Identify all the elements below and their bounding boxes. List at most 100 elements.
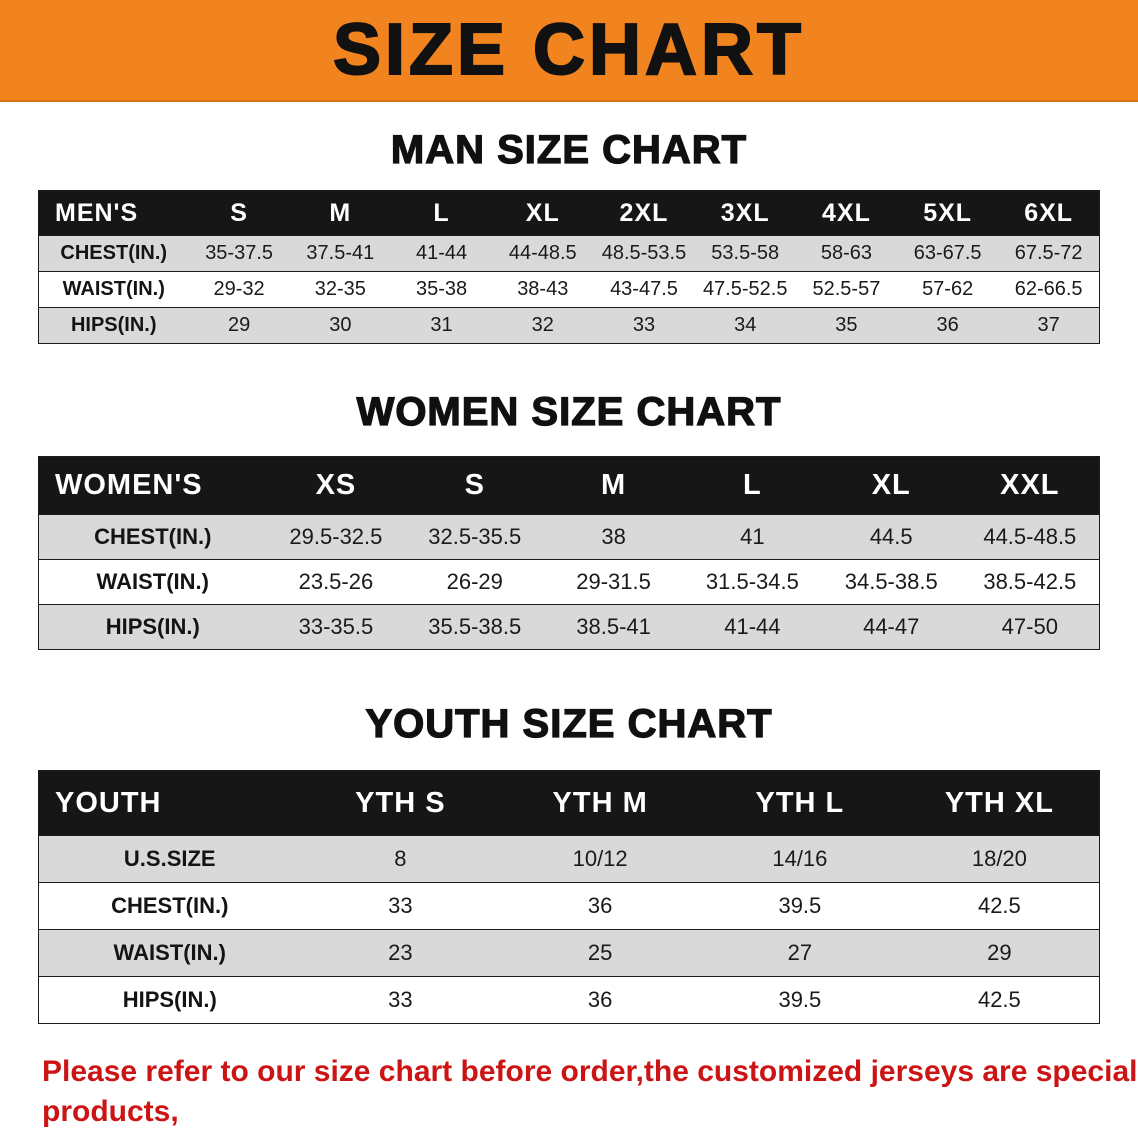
size-value-cell: 31 <box>390 307 493 344</box>
women-section-heading: WOMEN SIZE CHART <box>356 389 782 434</box>
size-value-cell: 14/16 <box>700 835 900 883</box>
size-header-cell: YTH L <box>700 770 900 836</box>
size-value-cell: 47-50 <box>960 604 1100 650</box>
size-value-cell: 44-47 <box>821 604 961 650</box>
men-section-heading: MAN SIZE CHART <box>390 127 748 172</box>
women-hips-row: HIPS(IN.) 33-35.5 35.5-38.5 38.5-41 41-4… <box>38 604 1100 650</box>
men-hips-row: HIPS(IN.) 29 30 31 32 33 34 35 36 37 <box>38 307 1100 344</box>
youth-ussize-row: U.S.SIZE 8 10/12 14/16 18/20 <box>38 835 1100 883</box>
women-size-table: WOMEN'S XS S M L XL XXL CHEST(IN.) 29.5-… <box>38 456 1100 650</box>
footer-notice: Please refer to our size chart before or… <box>42 1052 1138 1132</box>
size-value-cell: 23 <box>300 929 501 977</box>
size-value-cell: 41 <box>682 514 822 560</box>
men-table-header-row: MEN'S S M L XL 2XL 3XL 4XL 5XL 6XL <box>38 190 1100 236</box>
size-value-cell: 34.5-38.5 <box>821 559 961 605</box>
row-label: HIPS(IN.) <box>38 976 301 1024</box>
size-header-cell: XL <box>821 456 961 515</box>
size-value-cell: 33 <box>300 882 501 930</box>
size-value-cell: 35-38 <box>390 271 493 308</box>
youth-section-heading: YOUTH SIZE CHART <box>365 701 773 746</box>
women-waist-row: WAIST(IN.) 23.5-26 26-29 29-31.5 31.5-34… <box>38 559 1100 605</box>
size-value-cell: 42.5 <box>899 882 1100 930</box>
size-value-cell: 31.5-34.5 <box>682 559 822 605</box>
size-value-cell: 32-35 <box>289 271 391 308</box>
size-value-cell: 29 <box>899 929 1100 977</box>
men-size-section: MAN SIZE CHART MEN'S S M L XL 2XL 3XL 4X… <box>0 102 1138 344</box>
men-waist-row: WAIST(IN.) 29-32 32-35 35-38 38-43 43-47… <box>38 271 1100 308</box>
size-value-cell: 38.5-41 <box>544 604 683 650</box>
youth-hips-row: HIPS(IN.) 33 36 39.5 42.5 <box>38 976 1100 1024</box>
women-table-header-row: WOMEN'S XS S M L XL XXL <box>38 456 1100 515</box>
youth-size-section: YOUTH SIZE CHART YOUTH YTH S YTH M YTH L… <box>0 650 1138 1024</box>
size-value-cell: 34 <box>694 307 796 344</box>
size-header-cell: 2XL <box>593 190 695 236</box>
size-value-cell: 44.5 <box>821 514 961 560</box>
size-header-cell: XL <box>492 190 594 236</box>
youth-size-table: YOUTH YTH S YTH M YTH L YTH XL U.S.SIZE … <box>38 770 1100 1024</box>
size-value-cell: 33 <box>593 307 695 344</box>
size-value-cell: 29-32 <box>188 271 290 308</box>
row-label: WAIST(IN.) <box>38 559 267 605</box>
size-value-cell: 10/12 <box>500 835 700 883</box>
size-value-cell: 58-63 <box>795 235 898 272</box>
size-header-cell: 3XL <box>694 190 796 236</box>
size-value-cell: 29-31.5 <box>544 559 683 605</box>
size-value-cell: 63-67.5 <box>897 235 999 272</box>
size-value-cell: 36 <box>500 976 700 1024</box>
notice-line-1: Please refer to our size chart before or… <box>42 1055 1138 1128</box>
size-header-cell: L <box>682 456 822 515</box>
row-label: U.S.SIZE <box>38 835 301 883</box>
size-value-cell: 41-44 <box>682 604 822 650</box>
size-value-cell: 33-35.5 <box>266 604 406 650</box>
men-size-table: MEN'S S M L XL 2XL 3XL 4XL 5XL 6XL CHEST… <box>38 190 1100 344</box>
size-header-cell: M <box>289 190 391 236</box>
women-table-title-cell: WOMEN'S <box>38 456 267 515</box>
size-value-cell: 35 <box>795 307 898 344</box>
row-label: CHEST(IN.) <box>38 235 189 272</box>
size-value-cell: 38-43 <box>492 271 594 308</box>
size-value-cell: 25 <box>500 929 700 977</box>
size-value-cell: 57-62 <box>897 271 999 308</box>
row-label: WAIST(IN.) <box>38 271 189 308</box>
size-header-cell: 5XL <box>897 190 999 236</box>
women-size-section: WOMEN SIZE CHART WOMEN'S XS S M L XL XXL… <box>0 344 1138 650</box>
size-value-cell: 35-37.5 <box>188 235 290 272</box>
row-label: CHEST(IN.) <box>38 514 267 560</box>
size-value-cell: 23.5-26 <box>266 559 406 605</box>
size-header-cell: YTH S <box>300 770 501 836</box>
size-header-cell: XS <box>266 456 406 515</box>
size-value-cell: 67.5-72 <box>998 235 1100 272</box>
size-value-cell: 39.5 <box>700 882 900 930</box>
men-chest-row: CHEST(IN.) 35-37.5 37.5-41 41-44 44-48.5… <box>38 235 1100 272</box>
size-value-cell: 42.5 <box>899 976 1100 1024</box>
size-value-cell: 37 <box>998 307 1100 344</box>
size-header-cell: YTH XL <box>899 770 1100 836</box>
men-table-title-cell: MEN'S <box>38 190 189 236</box>
row-label: CHEST(IN.) <box>38 882 301 930</box>
size-value-cell: 36 <box>500 882 700 930</box>
size-value-cell: 41-44 <box>390 235 493 272</box>
women-chest-row: CHEST(IN.) 29.5-32.5 32.5-35.5 38 41 44.… <box>38 514 1100 560</box>
youth-chest-row: CHEST(IN.) 33 36 39.5 42.5 <box>38 882 1100 930</box>
size-header-cell: S <box>188 190 290 236</box>
size-value-cell: 36 <box>897 307 999 344</box>
size-value-cell: 32 <box>492 307 594 344</box>
row-label: HIPS(IN.) <box>38 604 267 650</box>
size-value-cell: 32.5-35.5 <box>405 514 545 560</box>
size-value-cell: 29 <box>188 307 290 344</box>
youth-waist-row: WAIST(IN.) 23 25 27 29 <box>38 929 1100 977</box>
size-value-cell: 38.5-42.5 <box>960 559 1100 605</box>
size-value-cell: 44.5-48.5 <box>960 514 1100 560</box>
size-value-cell: 33 <box>300 976 501 1024</box>
size-header-cell: L <box>390 190 493 236</box>
size-value-cell: 47.5-52.5 <box>694 271 796 308</box>
size-value-cell: 44-48.5 <box>492 235 594 272</box>
size-value-cell: 48.5-53.5 <box>593 235 695 272</box>
size-header-cell: YTH M <box>500 770 700 836</box>
size-header-cell: M <box>544 456 683 515</box>
size-value-cell: 62-66.5 <box>998 271 1100 308</box>
size-value-cell: 26-29 <box>405 559 545 605</box>
size-value-cell: 53.5-58 <box>694 235 796 272</box>
size-header-cell: 6XL <box>998 190 1100 236</box>
size-value-cell: 29.5-32.5 <box>266 514 406 560</box>
